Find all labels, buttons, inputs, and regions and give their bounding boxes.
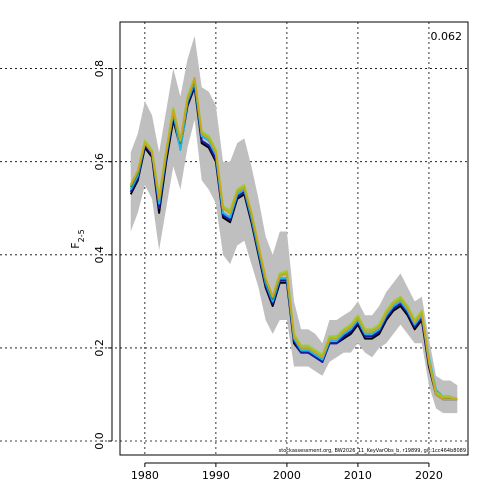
series-lines [129,76,458,401]
series-line-6 [129,76,458,401]
x-tick-label: 2010 [344,469,372,480]
y-axis-label: F2-5 [69,229,86,248]
x-tick-label: 1980 [131,469,159,480]
x-tick-label: 1990 [202,469,230,480]
y-axis-label-subscript: 2-5 [77,229,86,242]
y-tick-label: 0.6 [93,153,106,171]
y-tick-label: 0.4 [93,246,106,263]
corner-value: 0.062 [431,30,463,43]
plot-frame [119,21,469,456]
x-axis: 1980 1990 2000 2010 2020 [131,462,443,480]
footer-text: stockassessment.org, BW2026_11_KeyVarObs… [279,448,466,454]
x-tick-label: 2020 [415,469,443,480]
y-axis-label-main: F [69,242,82,248]
y-axis: 0.0 0.2 0.4 0.6 0.8 [93,60,113,450]
y-tick-label: 0.0 [93,432,106,450]
confidence-band [130,36,458,414]
y-tick-label: 0.8 [93,60,106,78]
confidence-band-area [130,36,458,414]
x-tick-label: 2000 [273,469,301,480]
y-tick-label: 0.2 [93,339,106,357]
